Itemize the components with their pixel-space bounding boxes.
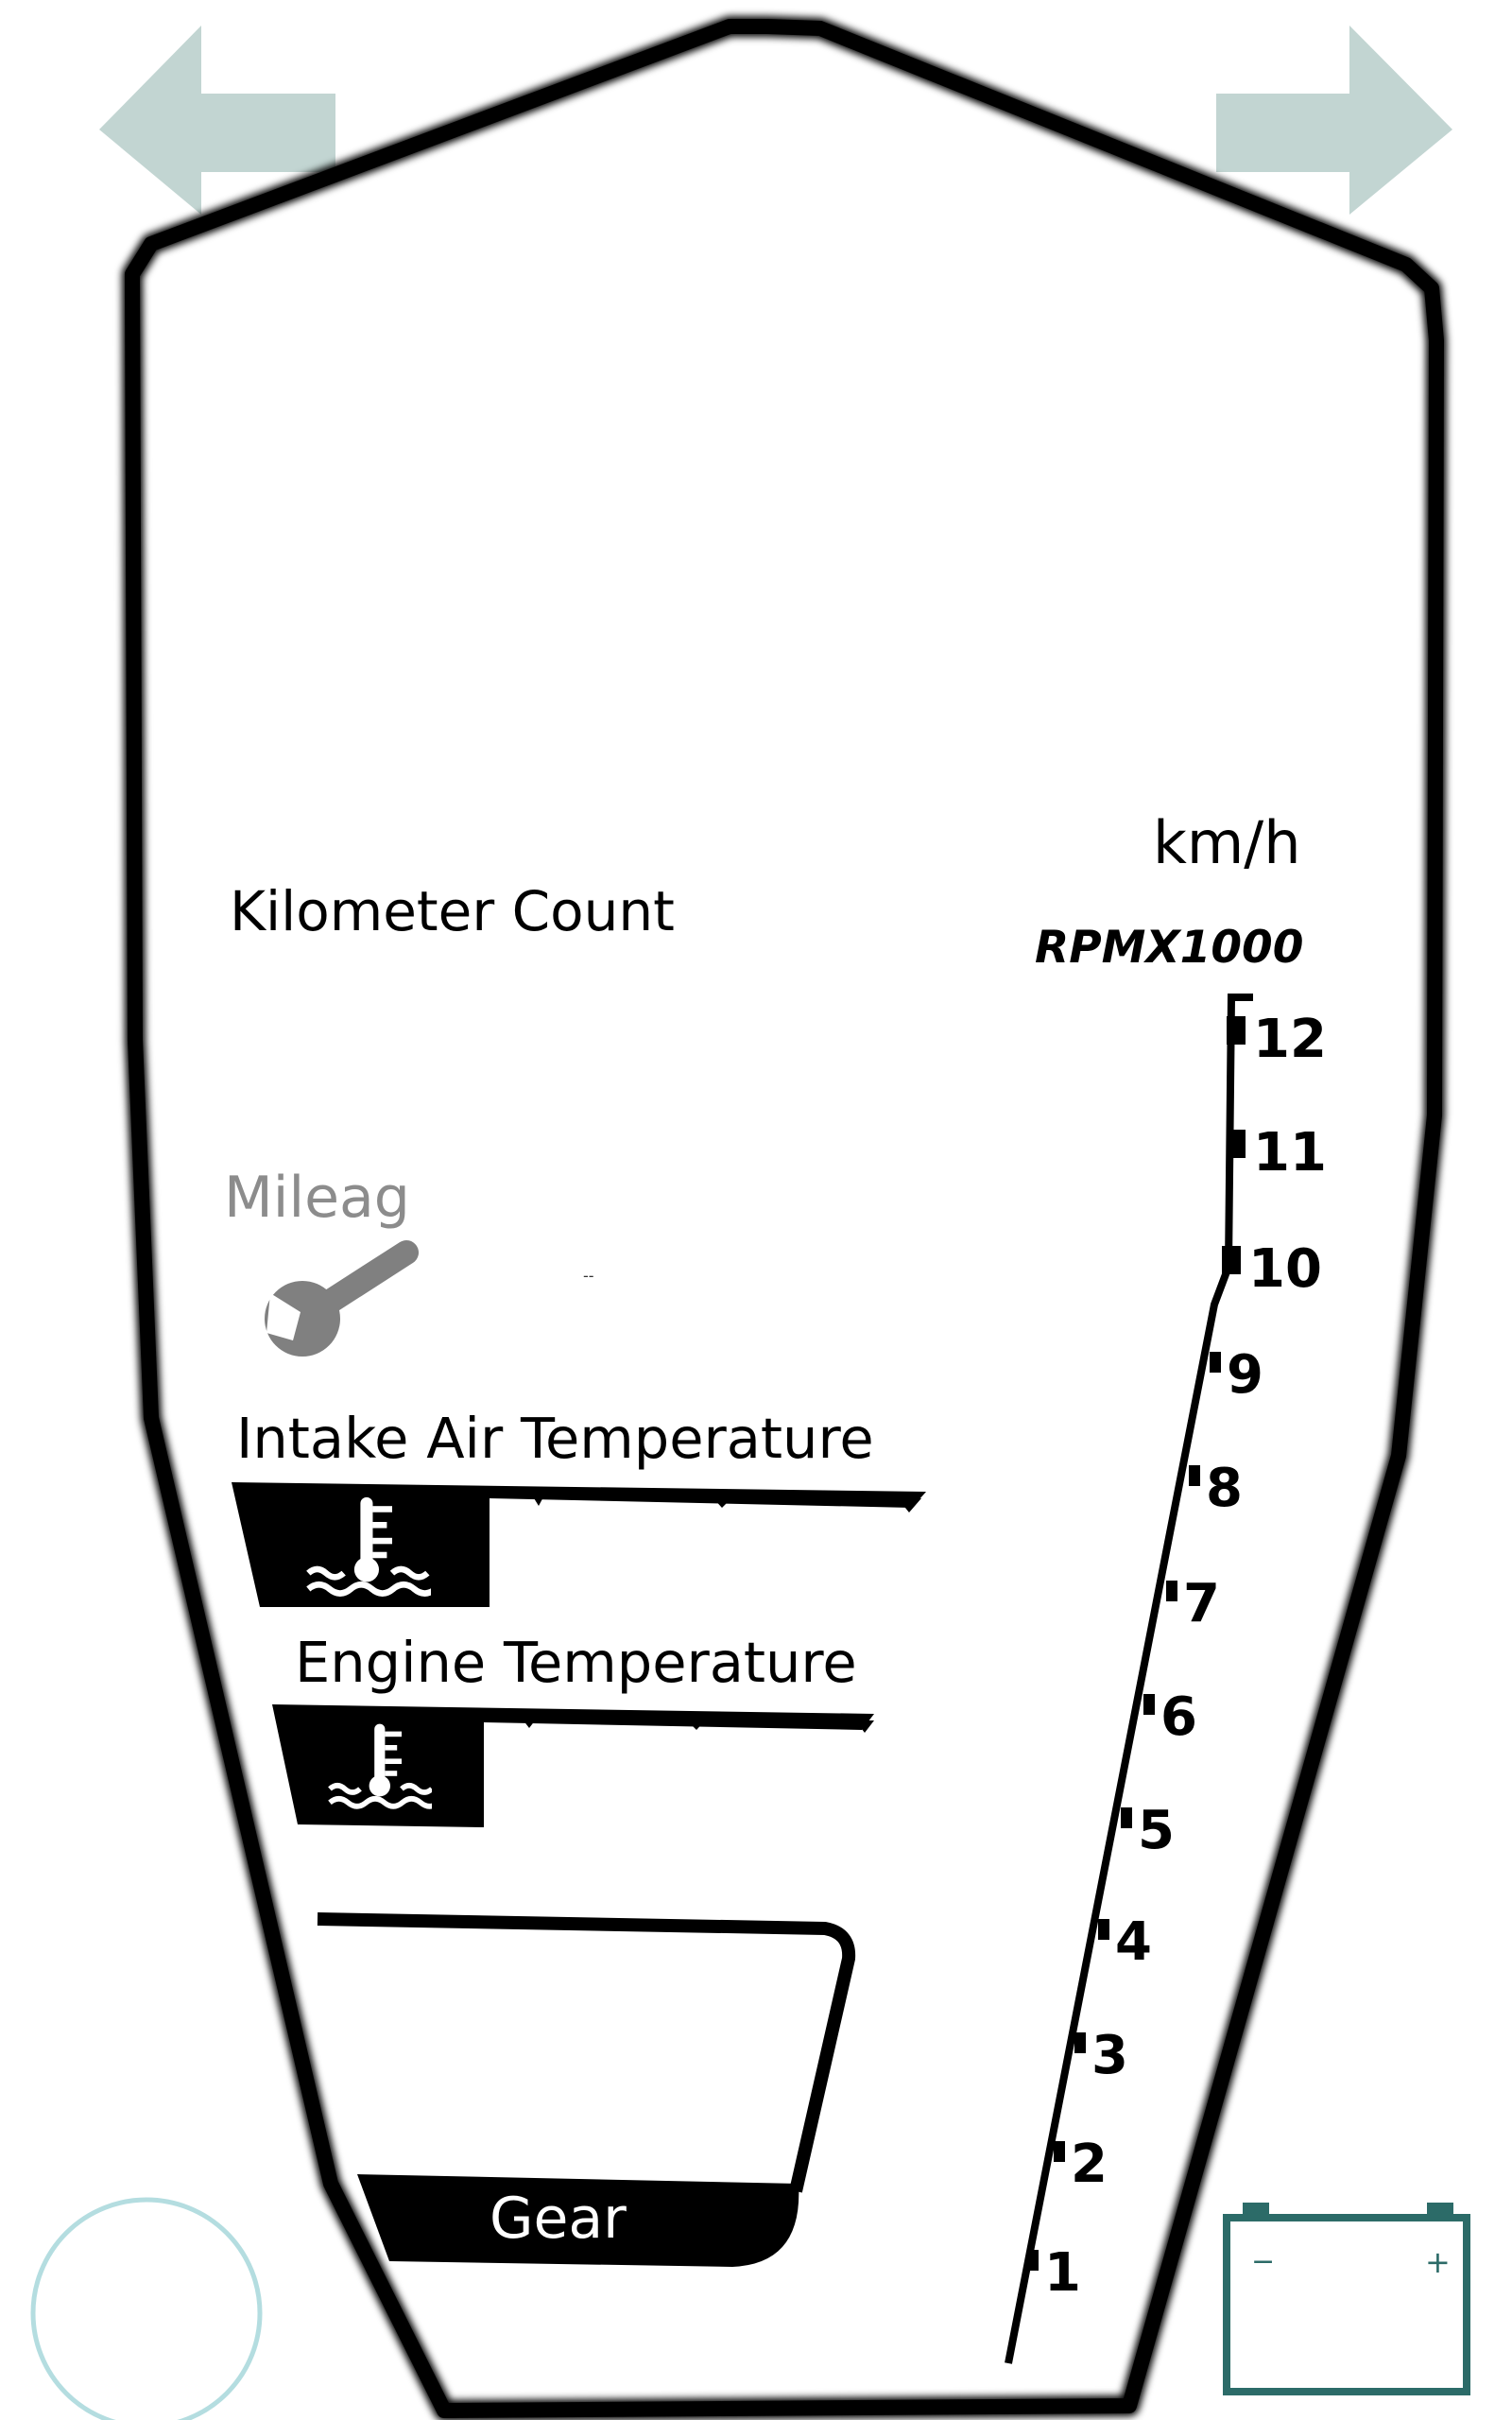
tachometer-tick-label: 5 <box>1138 1800 1175 1861</box>
right-arrow-button[interactable] <box>1216 26 1452 215</box>
tachometer-tick-label: 9 <box>1227 1344 1263 1406</box>
intake-air-temperature-label: Intake Air Temperature <box>236 1406 874 1471</box>
tachometer-tick-mark <box>1166 1581 1177 1601</box>
tachometer-tick-mark <box>1143 1694 1155 1715</box>
tachometer-tick-mark <box>1027 2250 1039 2271</box>
engine-temperature-gauge <box>272 1704 874 1827</box>
tachometer-tick-label: 8 <box>1206 1458 1243 1519</box>
tachometer-tick-mark <box>1227 1130 1246 1158</box>
engine-temperature-label: Engine Temperature <box>295 1630 857 1695</box>
tachometer-tick-mark <box>1121 1807 1132 1828</box>
wrench-icon <box>265 1240 419 1357</box>
dashboard-frame <box>122 16 1447 2420</box>
battery-icon: − + <box>1223 2203 1470 2395</box>
kilometer-count-label: Kilometer Count <box>230 879 675 943</box>
tachometer-tick-label: 3 <box>1091 2025 1128 2086</box>
speed-unit-label: km/h <box>1153 808 1301 877</box>
tachometer-tick-label: 10 <box>1248 1238 1322 1300</box>
tachometer-tick-mark <box>1227 1016 1246 1045</box>
battery-minus-sign: − <box>1251 2245 1275 2278</box>
arrow-right-icon <box>1216 26 1452 215</box>
tachometer-tick-label: 11 <box>1253 1122 1327 1184</box>
tachometer-tick-label: 12 <box>1253 1009 1327 1070</box>
tachometer-tick-label: 4 <box>1115 1911 1152 1973</box>
tachometer-tick-mark <box>1189 1465 1200 1486</box>
left-arrow-button[interactable] <box>99 26 335 215</box>
service-mileage-label: Mileag <box>224 1165 410 1231</box>
tachometer-tick-mark <box>1210 1352 1221 1373</box>
intake-air-temperature-gauge <box>232 1482 926 1607</box>
tachometer-scale <box>1005 994 1253 2364</box>
tachometer-tick-label: 2 <box>1071 2134 1108 2195</box>
battery-plus-sign: + <box>1425 2244 1451 2280</box>
tachometer-tick-mark <box>1222 1246 1241 1274</box>
tachometer-tick-label: 7 <box>1183 1573 1220 1634</box>
tachometer-line <box>1005 994 1253 2364</box>
gear-label: Gear <box>490 2186 627 2252</box>
tachometer-tick-mark <box>1074 2032 1086 2053</box>
tachometer-tick-label: 1 <box>1044 2242 1081 2304</box>
service-mileage-value: -- <box>583 1267 594 1285</box>
tachometer-tick-label: 6 <box>1160 1686 1197 1748</box>
gear-indicator <box>317 1912 856 2267</box>
tachometer-tick-mark <box>1098 1919 1109 1940</box>
arrow-left-icon <box>99 26 335 215</box>
tachometer-tick-mark <box>1054 2141 1065 2162</box>
rpm-unit-label: RPMX1000 <box>1035 922 1304 974</box>
status-circle-indicator <box>30 2197 263 2420</box>
